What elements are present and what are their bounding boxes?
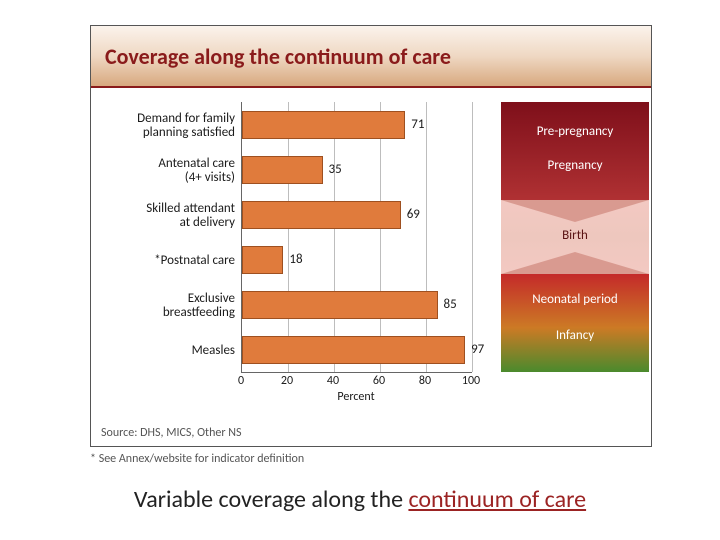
- annex-note: * See Annex/website for indicator defini…: [90, 452, 304, 466]
- y-axis-label: Exclusivebreastfeeding: [163, 292, 235, 319]
- figure-card: Coverage along the continuum of care Dem…: [90, 25, 652, 447]
- gridline: [334, 102, 335, 372]
- bar: [242, 111, 405, 139]
- bar-value-label: 71: [411, 117, 424, 132]
- x-tick-label: 40: [327, 374, 339, 388]
- y-axis-label: Antenatal care(4+ visits): [158, 157, 235, 184]
- x-axis-title: Percent: [241, 390, 471, 404]
- caption-accent: continuum of care: [408, 485, 586, 514]
- y-axis-label: Demand for familyplanning satisfied: [137, 112, 235, 139]
- stage-label-birth: Birth: [501, 228, 649, 243]
- stage-column: Pre-pregnancy Pregnancy Birth Neonatal p…: [501, 102, 649, 372]
- bar-value-label: 18: [289, 252, 302, 267]
- x-tick-label: 0: [238, 374, 244, 388]
- y-axis-label: *Postnatal care: [154, 254, 235, 268]
- stage-label-pregnancy: Pregnancy: [501, 158, 649, 173]
- slide: Coverage along the continuum of care Dem…: [0, 0, 720, 540]
- y-axis-label: Skilled attendantat delivery: [146, 202, 235, 229]
- gridline: [426, 102, 427, 372]
- bar-value-label: 97: [471, 342, 484, 357]
- x-tick-label: 60: [373, 374, 385, 388]
- stage-label-prepregnancy: Pre-pregnancy: [501, 124, 649, 139]
- x-tick-label: 80: [419, 374, 431, 388]
- y-axis-label: Measles: [192, 344, 235, 358]
- gridline: [380, 102, 381, 372]
- caption-plain: Variable coverage along the: [134, 485, 409, 514]
- bar-value-label: 35: [329, 162, 342, 177]
- stage-bottom: Neonatal period Infancy: [501, 274, 649, 372]
- x-tick-label: 100: [462, 374, 480, 388]
- stage-label-neonatal: Neonatal period: [501, 292, 649, 307]
- x-axis-ticks: 020406080100: [241, 374, 471, 390]
- y-axis-labels: Demand for familyplanning satisfied Anten…: [91, 102, 241, 372]
- bar: [242, 336, 465, 364]
- stage-label-infancy: Infancy: [501, 328, 649, 343]
- corner-circle-mask: [0, 0, 102, 112]
- bar: [242, 246, 283, 274]
- title-banner: Coverage along the continuum of care: [91, 26, 651, 88]
- bar: [242, 291, 438, 319]
- stage-mid: Birth: [501, 200, 649, 274]
- figure-title: Coverage along the continuum of care: [105, 43, 451, 70]
- gridline: [472, 102, 473, 372]
- bar: [242, 201, 401, 229]
- bar-value-label: 85: [444, 297, 457, 312]
- slide-caption: Variable coverage along the continuum of…: [0, 485, 720, 514]
- source-note: Source: DHS, MICS, Other NS: [101, 426, 242, 440]
- plot-region: 713569188597: [241, 102, 472, 373]
- gridline: [288, 102, 289, 372]
- bar: [242, 156, 323, 184]
- x-tick-label: 20: [281, 374, 293, 388]
- stage-top: Pre-pregnancy Pregnancy: [501, 102, 649, 200]
- chart-area: Demand for familyplanning satisfied Anten…: [91, 90, 651, 446]
- bar-value-label: 69: [407, 207, 420, 222]
